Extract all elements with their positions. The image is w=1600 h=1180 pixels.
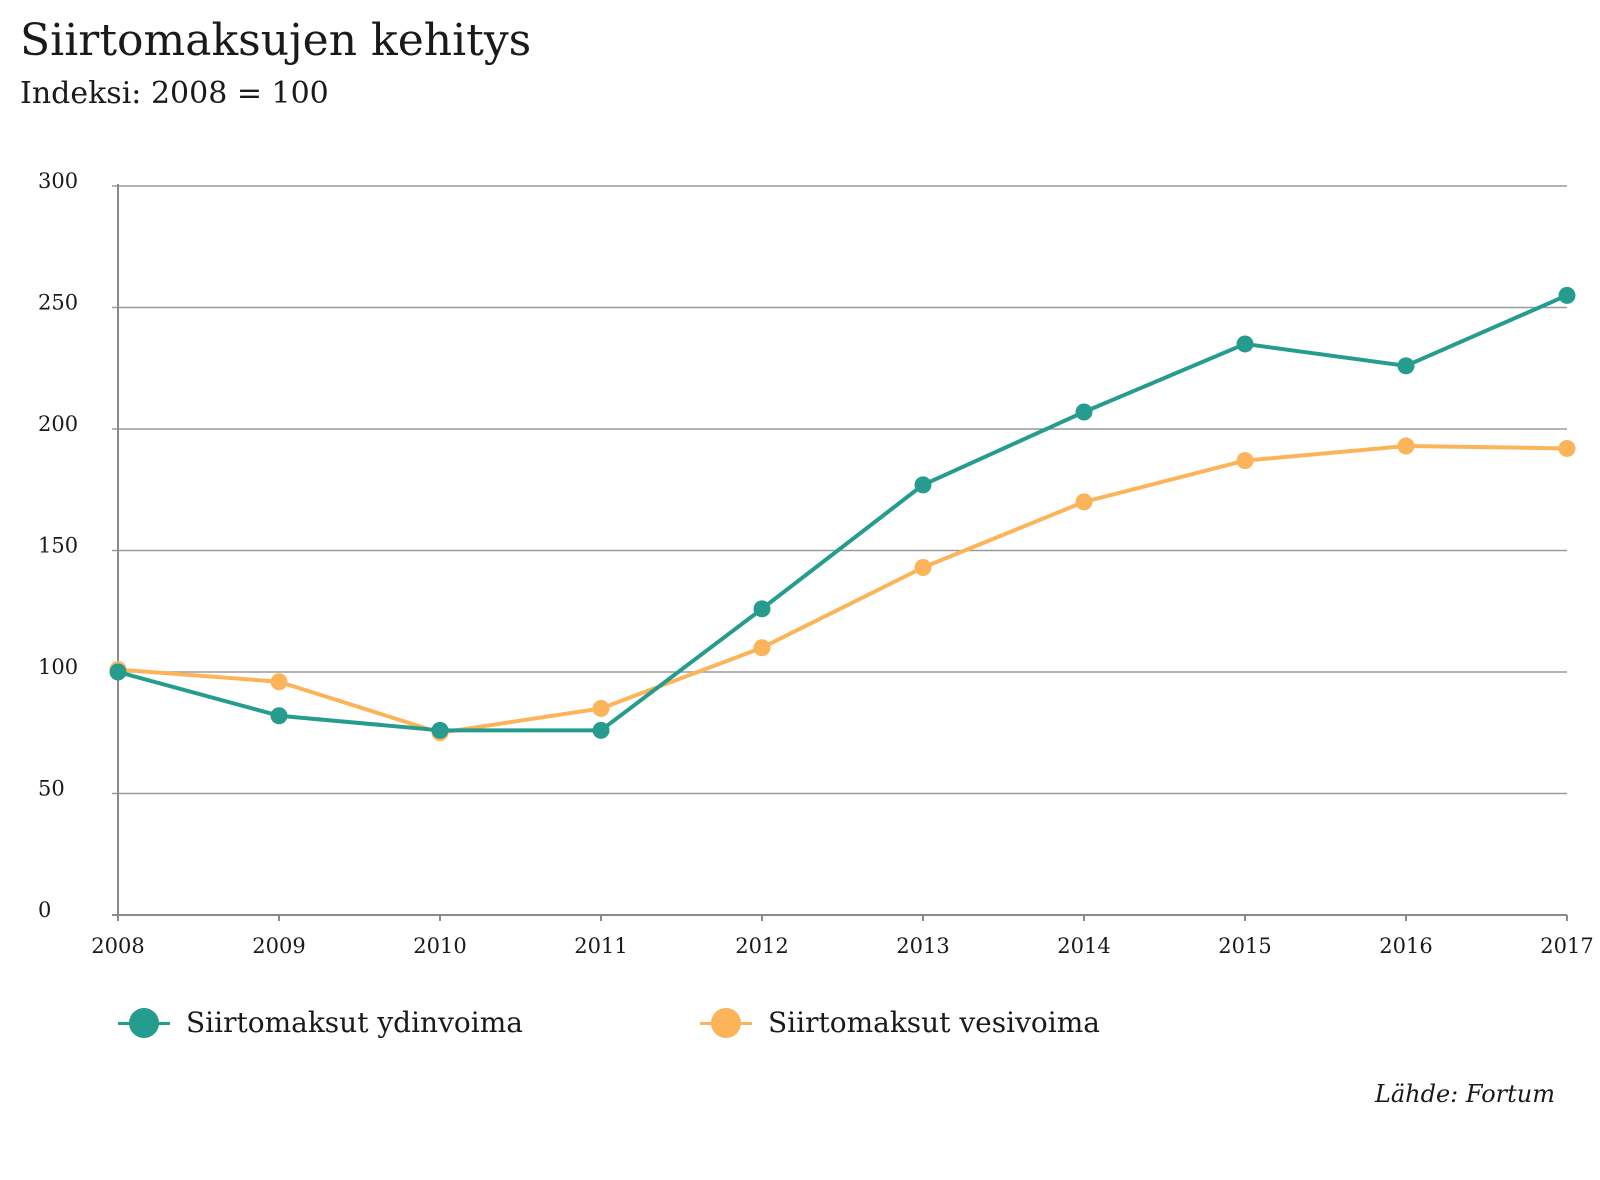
y-tick-label: 150 [38,534,78,558]
legend-swatch-ydinvoima [118,1007,170,1039]
data-point [1397,437,1415,455]
series-layer [109,286,1576,742]
data-point [1558,286,1576,304]
x-tick-label: 2012 [735,934,788,958]
x-tick-label: 2009 [252,934,305,958]
legend-marker [711,1007,741,1038]
data-point [431,721,449,739]
data-point [109,663,127,681]
legend-label-vesivoima: Siirtomaksut vesivoima [768,1006,1100,1039]
data-point [1236,452,1254,470]
source-note: Lähde: Fortum [1374,1080,1555,1108]
series-line-ydinvoima [117,293,1568,733]
axes: 0 50 100 150 200 250 300 2008 2009 2010 2011 2012 20… [38,169,1594,958]
y-tick-label: 0 [38,898,51,922]
legend-swatch-vesivoima [700,1007,752,1039]
y-tick-label: 300 [38,169,78,193]
x-tick-label: 2008 [91,934,144,958]
x-tick-label: 2011 [574,934,627,958]
x-tick-label: 2013 [896,934,949,958]
data-point [592,699,610,717]
legend-marker [129,1007,159,1038]
series-line-vesivoima [117,444,1568,735]
y-tick-label: 100 [38,655,78,679]
x-tick-label: 2010 [413,934,466,958]
chart-title: Siirtomaksujen kehitys [20,15,532,66]
data-point [914,559,932,577]
x-tick-label: 2016 [1379,934,1432,958]
y-tick-label: 250 [38,291,78,315]
x-tick-label: 2015 [1218,934,1271,958]
data-point [1397,357,1415,375]
x-tick-label: 2017 [1540,934,1593,958]
data-point [1558,439,1576,457]
legend-label-ydinvoima: Siirtomaksut ydinvoima [186,1006,523,1039]
data-point [270,707,288,725]
data-point [1075,403,1093,421]
data-point [270,673,288,691]
gridlines [112,185,1567,795]
legend-item-vesivoima: Siirtomaksut vesivoima [700,1006,1100,1039]
y-tick-label: 50 [38,777,65,801]
y-tick-label: 200 [38,412,78,436]
data-point [592,721,610,739]
data-point [1236,335,1254,353]
data-point [753,600,771,618]
data-point [1075,493,1093,511]
data-point [753,639,771,657]
data-point [914,476,932,494]
x-tick-label: 2014 [1057,934,1110,958]
chart-subtitle: Indeksi: 2008 = 100 [20,76,329,111]
legend-item-ydinvoima: Siirtomaksut ydinvoima [118,1006,523,1039]
